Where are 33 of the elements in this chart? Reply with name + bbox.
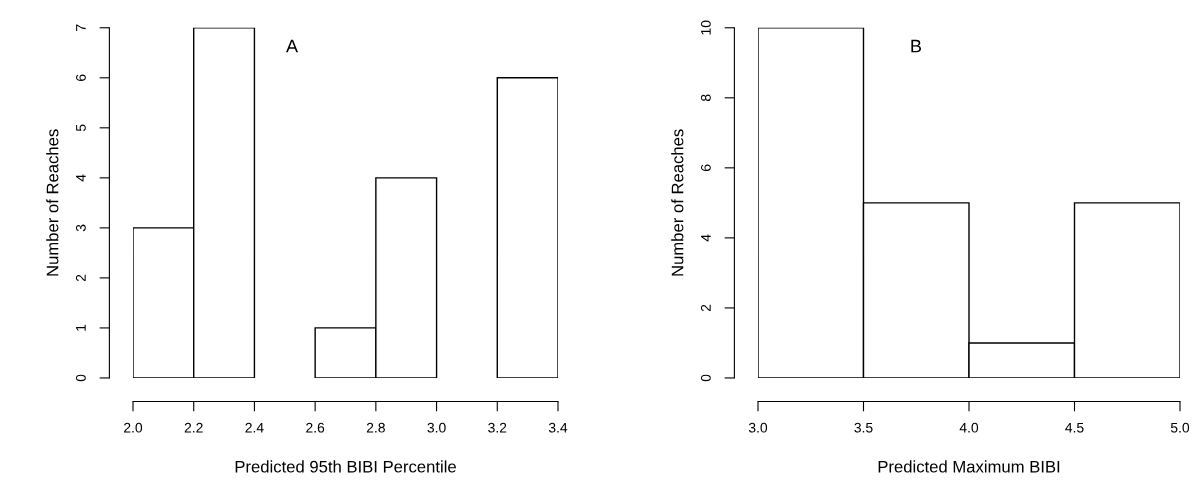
y-tick-label: 1	[76, 324, 86, 331]
y-axis-title: Number of Reaches	[671, 129, 684, 276]
x-tick-label: 2.2	[184, 422, 203, 433]
y-tick-label: 3	[75, 224, 86, 232]
y-tick-label: 5	[76, 124, 86, 132]
y-tick-label: 7	[76, 24, 86, 31]
x-axis-title: Predicted 95th BIBI Percentile	[235, 460, 456, 473]
y-tick-label: 0	[700, 374, 711, 382]
x-tick-label: 2.0	[124, 422, 143, 433]
y-tick-label: 2	[700, 304, 711, 312]
x-tick-label: 4.5	[1065, 422, 1084, 433]
annotation: B	[911, 39, 922, 53]
y-tick-label: 0	[75, 374, 86, 382]
x-tick-label: 3.4	[548, 422, 568, 433]
y-tick-label: 10	[700, 20, 711, 35]
x-tick-label: 3.0	[748, 422, 768, 433]
y-tick-label: 6	[700, 164, 711, 171]
y-tick-label: 4	[76, 174, 86, 182]
y-tick-label: 2	[75, 274, 86, 282]
annotation: A	[286, 39, 299, 53]
x-tick-label: 2.6	[306, 422, 325, 433]
y-tick-label: 6	[75, 74, 86, 81]
x-tick-label: 4.0	[959, 422, 979, 433]
x-tick-label: 2.8	[366, 422, 385, 433]
x-tick-label: 3.5	[854, 422, 873, 433]
x-tick-label: 3.0	[427, 422, 446, 433]
x-tick-label: 2.4	[245, 422, 264, 433]
y-tick-label: 8	[700, 94, 711, 102]
x-tick-label: 5.0	[1170, 422, 1190, 433]
y-axis-title: Number of Reaches	[46, 129, 59, 276]
x-tick-label: 3.2	[488, 422, 507, 433]
x-axis-title: Predicted Maximum BIBI	[878, 460, 1060, 473]
y-tick-label: 4	[701, 234, 711, 242]
